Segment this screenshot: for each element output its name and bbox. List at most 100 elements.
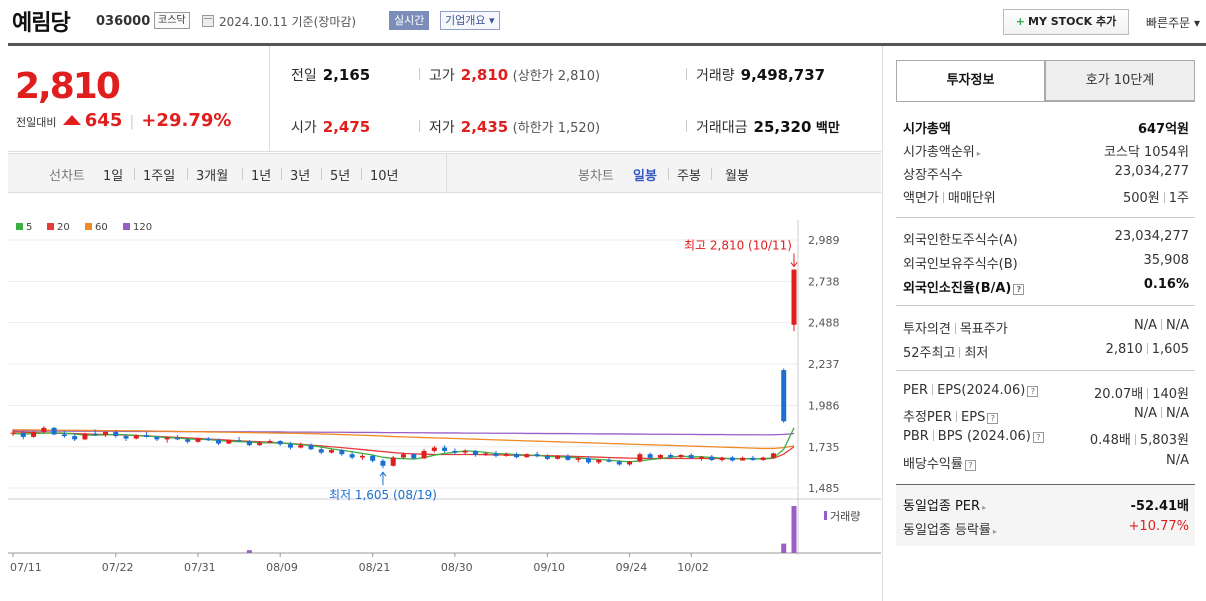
volume: 거래량 9,498,737	[696, 66, 826, 84]
candle	[668, 455, 674, 458]
candle	[544, 456, 550, 459]
company-overview-dropdown[interactable]: 기업개요 ▾	[440, 11, 500, 30]
candle	[82, 433, 88, 440]
candle	[401, 454, 406, 458]
x-tick-label: 08/21	[359, 561, 391, 574]
tab-1w[interactable]: 1주일	[143, 169, 176, 184]
tab-order-book[interactable]: 호가 10단계	[1045, 60, 1195, 101]
candle	[370, 455, 376, 461]
realtime-button[interactable]: 실시간	[389, 11, 430, 30]
candle	[164, 437, 170, 440]
candle	[61, 434, 67, 437]
tab-investment-info[interactable]: 투자정보	[896, 60, 1045, 101]
volume-bar	[246, 550, 252, 553]
help-icon[interactable]: ?	[987, 413, 999, 424]
candle	[102, 431, 108, 436]
candle	[750, 457, 756, 460]
pbr-bps-row: PBR BPS (2024.06)? 0.48배 5,803원	[903, 429, 1189, 448]
industry-rate-row[interactable]: 동일업종 등락률 ▸ +10.77%	[903, 519, 1189, 538]
candle	[318, 449, 324, 453]
help-icon[interactable]: ?	[1032, 432, 1044, 443]
quick-order-dropdown[interactable]: 빠른주문 ▾	[1146, 16, 1200, 30]
legend-swatch	[16, 223, 23, 230]
tab-5y[interactable]: 5년	[330, 169, 351, 184]
y-tick-label: 1,735	[808, 441, 840, 454]
candle	[493, 453, 499, 456]
tab-3y[interactable]: 3년	[290, 169, 311, 184]
candle	[791, 269, 797, 325]
help-icon[interactable]: ?	[1013, 284, 1025, 295]
candle	[41, 427, 47, 432]
tab-3m[interactable]: 3개월	[196, 169, 229, 184]
stock-name: 예림당	[12, 11, 71, 36]
high-annotation: 최고 2,810 (10/11)	[684, 239, 792, 253]
dividend-row: 배당수익률? N/A	[903, 453, 1189, 472]
candle	[596, 459, 602, 463]
tab-weekly[interactable]: 주봉	[677, 169, 701, 184]
candle	[185, 439, 191, 442]
add-my-stock-button[interactable]: + MY STOCK 추가	[1003, 9, 1129, 35]
x-tick-label: 08/09	[266, 561, 298, 574]
industry-per-row[interactable]: 동일업종 PER ▸ -52.41배	[903, 499, 1189, 514]
candle	[431, 447, 437, 451]
candle	[267, 441, 273, 443]
tab-1d[interactable]: 1일	[103, 169, 124, 184]
x-tick-label: 07/11	[10, 561, 42, 574]
candle	[329, 450, 335, 453]
x-tick-label: 10/02	[677, 561, 709, 574]
candle	[647, 454, 653, 458]
candle	[20, 432, 26, 437]
candle	[657, 455, 663, 458]
help-icon[interactable]: ?	[964, 460, 976, 471]
candle	[411, 454, 417, 459]
chevron-right-icon: ▸	[976, 149, 981, 158]
candle	[514, 454, 520, 458]
market-badge: 코스닥	[154, 12, 190, 29]
candle	[699, 456, 705, 459]
candle	[154, 436, 160, 440]
candle	[585, 458, 591, 463]
tab-1y[interactable]: 1년	[251, 169, 272, 184]
candle	[770, 453, 776, 458]
candle	[616, 461, 622, 465]
candle	[133, 435, 139, 439]
legend-swatch	[47, 223, 54, 230]
header-divider	[8, 43, 1206, 46]
candle	[195, 438, 201, 442]
y-tick-label: 2,237	[808, 358, 840, 371]
help-icon[interactable]: ?	[1027, 386, 1039, 397]
candle	[144, 435, 150, 437]
candle	[226, 440, 232, 444]
candle	[51, 427, 57, 435]
listed-shares-row: 상장주식수 23,034,277	[903, 164, 1189, 183]
candle	[452, 450, 458, 453]
tab-10y[interactable]: 10년	[370, 169, 399, 184]
stock-header: 예림당 036000 코스닥 2024.10.11 기준(장마감) 실시간 기업…	[0, 0, 1206, 44]
candle	[359, 455, 365, 458]
volume-bar	[781, 543, 787, 553]
tab-daily[interactable]: 일봉	[633, 169, 657, 184]
price-summary: 2,810 전일대비 645 | +29.79% 전일 2,165 고가 2,810…	[8, 46, 881, 152]
plus-icon: +	[1015, 15, 1026, 28]
opinion-row: 투자의견 목표주가 N/A N/A	[903, 318, 1189, 337]
market-cap-rank-row[interactable]: 시가총액순위 ▸ 코스닥 1054위	[903, 145, 1189, 160]
candle	[236, 440, 242, 442]
candle	[534, 454, 540, 457]
base-date: 2024.10.11 기준(장마감)	[219, 15, 357, 29]
candle	[390, 457, 396, 466]
candle	[287, 444, 293, 448]
candle	[339, 450, 345, 455]
candle	[483, 453, 489, 456]
candle	[575, 458, 581, 460]
candle	[709, 456, 715, 460]
candle	[10, 432, 16, 434]
candle	[760, 457, 766, 460]
candle	[442, 447, 448, 451]
tab-monthly[interactable]: 월봉	[725, 169, 749, 184]
legend-label: 5	[26, 222, 32, 233]
up-arrow-icon	[62, 115, 81, 125]
price-chart[interactable]: 5 20 60 120 2,989 2,738 2,488 2,237 1,986 1,735 1,…	[8, 210, 881, 601]
candle	[472, 450, 478, 456]
candle	[205, 438, 211, 441]
prev-close: 전일 2,165	[291, 66, 371, 84]
